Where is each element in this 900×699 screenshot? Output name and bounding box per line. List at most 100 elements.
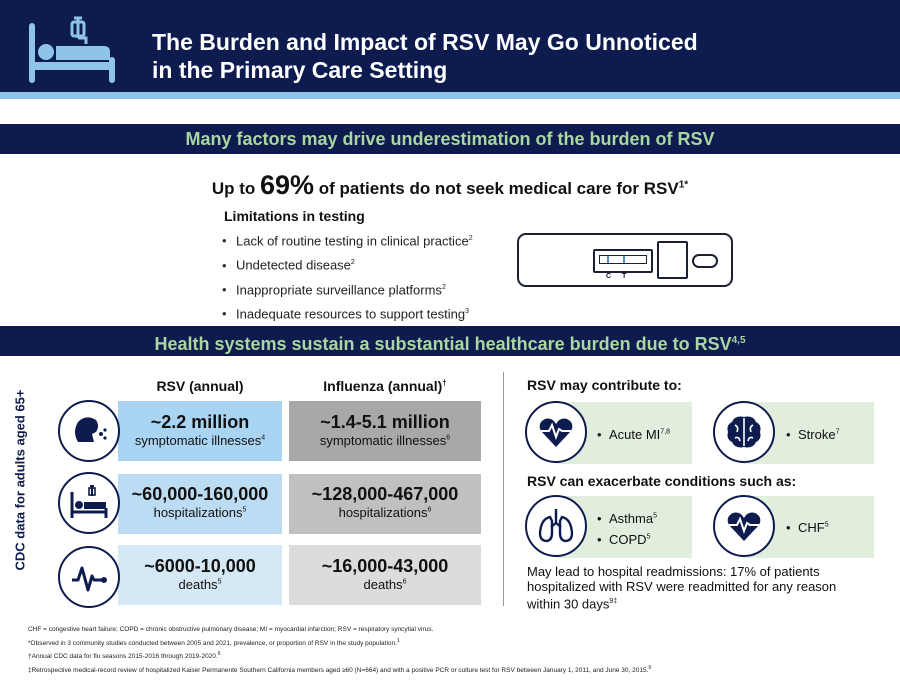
- stat-ref: 1*: [678, 179, 689, 191]
- rsv-hosp-value: ~60,000-160,000: [131, 484, 269, 504]
- flu-illness-label: symptomatic illnesses: [319, 433, 447, 448]
- test-window: [593, 249, 653, 273]
- limitations-list: • Lack of routine testing in clinical pra…: [222, 228, 473, 325]
- cough-icon: [58, 400, 120, 462]
- chf-text: CHF: [798, 520, 825, 535]
- section2-ref: 4,5: [731, 335, 746, 346]
- header-banner: The Burden and Impact of RSV May Go Unno…: [0, 0, 900, 92]
- limitation-ref: 2: [468, 235, 473, 242]
- test-line-t: [623, 256, 625, 263]
- footnote-ddagger-ref: 9: [648, 664, 652, 671]
- footnotes: CHF = congestive heart failure; COPD = c…: [28, 624, 888, 676]
- limitations-title: Limitations in testing: [224, 208, 365, 224]
- flu-illness-cell: ~1.4-5.1 million symptomatic illnesses6: [289, 401, 481, 461]
- readmission-line1: May lead to hospital readmissions: 17% o…: [527, 564, 820, 579]
- asthma-text: Asthma: [609, 511, 654, 526]
- rsv-illness-value: ~2.2 million: [150, 412, 250, 432]
- lungs-icon: [525, 495, 587, 557]
- limitation-text: Lack of routine testing in clinical prac…: [236, 233, 469, 249]
- limitation-ref: 2: [350, 259, 355, 267]
- list-item: • Inadequate resources to support testing…: [222, 306, 469, 322]
- section1-band: Many factors may drive underestimation o…: [0, 124, 900, 154]
- flu-deaths-label: deaths: [363, 577, 403, 592]
- test-sample-well: [692, 254, 718, 268]
- rsv-hosp-cell: ~60,000-160,000 hospitalizations5: [118, 474, 282, 534]
- hospital-bed-icon: [29, 16, 115, 83]
- rsv-illness-ref: 4: [261, 434, 266, 442]
- flu-hosp-ref: 6: [427, 506, 432, 514]
- rsv-illness-cell: ~2.2 million symptomatic illnesses4: [118, 401, 282, 461]
- stat-value: 69%: [260, 170, 315, 200]
- flu-illness-value: ~1.4-5.1 million: [320, 412, 450, 432]
- stroke-text: Stroke: [798, 427, 836, 442]
- limitation-ref: 3: [465, 307, 469, 315]
- flu-illness-ref: 6: [446, 434, 451, 442]
- flu-deaths-cell: ~16,000-43,000 deaths6: [289, 545, 481, 605]
- rsv-header-text: RSV (annual): [156, 378, 244, 394]
- flu-hosp-label: hospitalizations: [338, 505, 428, 520]
- test-c-label: C: [606, 273, 612, 280]
- rsv-hosp-ref: 5: [242, 506, 247, 514]
- copd-text: COPD: [609, 532, 647, 547]
- list-item: • Inappropriate surveillance platforms2: [222, 281, 446, 297]
- flu-deaths-ref: 6: [402, 578, 407, 586]
- rsv-hosp-label: hospitalizations: [153, 505, 243, 520]
- readmission-ref: 9‡: [609, 598, 618, 605]
- footnote-dagger: †Annual CDC data for flu seasons 2015-20…: [28, 653, 218, 661]
- brain-icon: [713, 401, 775, 463]
- readmission-text: May lead to hospital readmissions: 17% o…: [527, 564, 879, 611]
- rsv-deaths-value: ~6000-10,000: [144, 556, 256, 576]
- cdc-axis-label: CDC data for adults aged 65+: [12, 389, 28, 571]
- page-title-line1: The Burden and Impact of RSV May Go Unno…: [152, 29, 698, 55]
- rsv-deaths-cell: ~6000-10,000 deaths5: [118, 545, 282, 605]
- heart-ecg-icon: [525, 401, 587, 463]
- stroke-ref: 7: [835, 428, 840, 436]
- chf-item: • CHF5: [786, 520, 829, 535]
- exacerbate-title: RSV can exacerbate conditions such as:: [527, 473, 797, 489]
- chf-ref: 5: [824, 521, 829, 529]
- flu-header-text: Influenza (annual): [323, 378, 443, 394]
- copd-ref: 5: [646, 533, 651, 541]
- asthma-ref: 5: [653, 512, 657, 520]
- rsv-deaths-ref: 5: [217, 578, 222, 586]
- limitation-text: Inadequate resources to support testing: [236, 306, 466, 322]
- section2-title: Health systems sustain a substantial hea…: [154, 334, 732, 354]
- stat-line: Up to 69% of patients do not seek medica…: [0, 170, 900, 201]
- limitation-text: Inappropriate surveillance platforms: [236, 281, 442, 297]
- header-stripe: [0, 92, 900, 99]
- rsv-column-header: RSV (annual): [118, 378, 282, 394]
- test-strip: [599, 255, 647, 264]
- test-line-c: [607, 256, 609, 263]
- section2-band: Health systems sustain a substantial hea…: [0, 326, 900, 356]
- page-title: The Burden and Impact of RSV May Go Unno…: [152, 28, 698, 84]
- acute-mi-ref: 7,8: [660, 428, 671, 436]
- flatline-icon: [58, 546, 120, 608]
- column-divider: [503, 372, 504, 606]
- limitation-text: Undetected disease: [236, 257, 351, 273]
- flu-header-ref: †: [442, 378, 447, 388]
- footnote-star-ref: 1: [396, 637, 400, 644]
- flu-hosp-value: ~128,000-467,000: [311, 484, 459, 504]
- page-title-line2: in the Primary Care Setting: [152, 57, 448, 83]
- test-t-label: T: [622, 273, 627, 280]
- hospital-bed-icon: [58, 472, 120, 534]
- asthma-item: • Asthma5: [597, 511, 657, 526]
- stat-prefix: Up to: [211, 179, 260, 198]
- limitation-ref: 2: [441, 283, 446, 291]
- footnote-abbrev: CHF = congestive heart failure; COPD = c…: [28, 626, 434, 633]
- footnote-ddagger: ‡Retrospective medical-record review of …: [28, 666, 649, 674]
- copd-item: • COPD5: [597, 532, 651, 547]
- section1-title: Many factors may drive underestimation o…: [185, 129, 715, 149]
- acute-mi-text: Acute MI: [609, 427, 661, 442]
- list-item: • Undetected disease2: [222, 257, 355, 273]
- list-item: • Lack of routine testing in clinical pra…: [222, 233, 473, 249]
- footnote-star: *Observed in 3 community studies conduct…: [28, 639, 397, 647]
- contribute-title: RSV may contribute to:: [527, 377, 682, 393]
- stroke-item: • Stroke7: [786, 427, 840, 442]
- readmission-line2: hospitalized with RSV were readmitted fo…: [527, 579, 837, 594]
- stat-suffix: of patients do not seek medical care for…: [314, 179, 679, 198]
- flu-deaths-value: ~16,000-43,000: [321, 556, 449, 576]
- test-pad: [657, 241, 688, 279]
- acute-mi-item: • Acute MI7,8: [597, 427, 671, 442]
- heart-ecg-icon: [713, 495, 775, 557]
